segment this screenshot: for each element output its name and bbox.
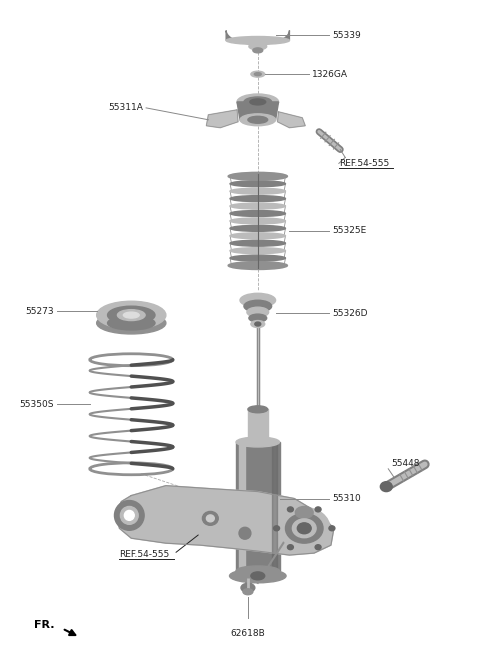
- Ellipse shape: [230, 218, 286, 224]
- Ellipse shape: [240, 114, 276, 126]
- Ellipse shape: [236, 566, 279, 576]
- Ellipse shape: [255, 322, 261, 326]
- Ellipse shape: [237, 94, 278, 110]
- Polygon shape: [206, 110, 238, 128]
- Text: 55325E: 55325E: [332, 226, 366, 236]
- Text: 55310: 55310: [332, 494, 360, 503]
- Ellipse shape: [243, 589, 253, 595]
- Ellipse shape: [120, 506, 138, 524]
- Text: REF.54-555: REF.54-555: [120, 550, 169, 558]
- Ellipse shape: [118, 310, 145, 321]
- Ellipse shape: [108, 306, 155, 324]
- Text: FR.: FR.: [35, 621, 55, 630]
- Ellipse shape: [230, 226, 286, 232]
- Ellipse shape: [96, 312, 166, 334]
- Ellipse shape: [254, 73, 261, 75]
- FancyBboxPatch shape: [239, 442, 245, 571]
- Ellipse shape: [228, 262, 288, 270]
- Ellipse shape: [230, 181, 286, 187]
- Ellipse shape: [236, 437, 279, 447]
- Ellipse shape: [241, 583, 255, 592]
- Ellipse shape: [288, 507, 293, 512]
- Ellipse shape: [250, 99, 266, 105]
- Ellipse shape: [123, 312, 139, 318]
- Text: 55273: 55273: [25, 306, 54, 316]
- FancyBboxPatch shape: [272, 442, 276, 571]
- Ellipse shape: [230, 240, 286, 246]
- Ellipse shape: [329, 526, 335, 531]
- Ellipse shape: [248, 441, 268, 447]
- Ellipse shape: [251, 72, 264, 77]
- Ellipse shape: [239, 527, 251, 539]
- Ellipse shape: [124, 510, 134, 520]
- Ellipse shape: [230, 211, 286, 216]
- Ellipse shape: [249, 43, 267, 50]
- Text: 62618B: 62618B: [230, 629, 265, 638]
- Ellipse shape: [228, 173, 288, 180]
- Ellipse shape: [248, 116, 268, 123]
- Ellipse shape: [315, 507, 321, 512]
- Text: 55350S: 55350S: [20, 400, 54, 409]
- Text: 55311A: 55311A: [108, 104, 143, 112]
- Ellipse shape: [226, 37, 289, 45]
- Ellipse shape: [247, 307, 269, 317]
- Ellipse shape: [292, 519, 316, 538]
- Ellipse shape: [96, 301, 166, 329]
- Ellipse shape: [315, 544, 321, 550]
- Ellipse shape: [286, 514, 323, 543]
- Ellipse shape: [108, 316, 155, 330]
- Ellipse shape: [288, 544, 293, 550]
- Ellipse shape: [230, 203, 286, 209]
- Ellipse shape: [274, 526, 279, 531]
- Ellipse shape: [230, 248, 286, 254]
- Polygon shape: [117, 485, 334, 555]
- Ellipse shape: [230, 188, 286, 194]
- Ellipse shape: [230, 233, 286, 239]
- Ellipse shape: [244, 97, 272, 107]
- Ellipse shape: [297, 523, 311, 534]
- Ellipse shape: [380, 482, 392, 491]
- Ellipse shape: [230, 195, 286, 201]
- Ellipse shape: [278, 508, 330, 549]
- Text: 55326D: 55326D: [332, 308, 367, 318]
- Text: 1326GA: 1326GA: [312, 70, 348, 79]
- Text: 55339: 55339: [332, 31, 360, 40]
- Ellipse shape: [206, 515, 214, 522]
- Ellipse shape: [244, 300, 272, 312]
- Ellipse shape: [249, 314, 267, 322]
- Ellipse shape: [295, 506, 313, 518]
- FancyBboxPatch shape: [236, 442, 279, 571]
- Ellipse shape: [229, 569, 286, 583]
- Polygon shape: [237, 102, 278, 120]
- Polygon shape: [277, 112, 305, 128]
- Ellipse shape: [230, 173, 286, 179]
- Ellipse shape: [240, 293, 276, 307]
- FancyBboxPatch shape: [248, 409, 268, 444]
- Text: 55448: 55448: [391, 459, 420, 468]
- Ellipse shape: [230, 262, 286, 268]
- Ellipse shape: [114, 501, 144, 530]
- Ellipse shape: [230, 255, 286, 261]
- Polygon shape: [226, 31, 289, 45]
- Ellipse shape: [248, 406, 268, 413]
- Ellipse shape: [253, 48, 263, 53]
- Text: REF.54-555: REF.54-555: [339, 159, 389, 168]
- Ellipse shape: [251, 572, 264, 580]
- Ellipse shape: [251, 321, 264, 327]
- Ellipse shape: [203, 512, 218, 525]
